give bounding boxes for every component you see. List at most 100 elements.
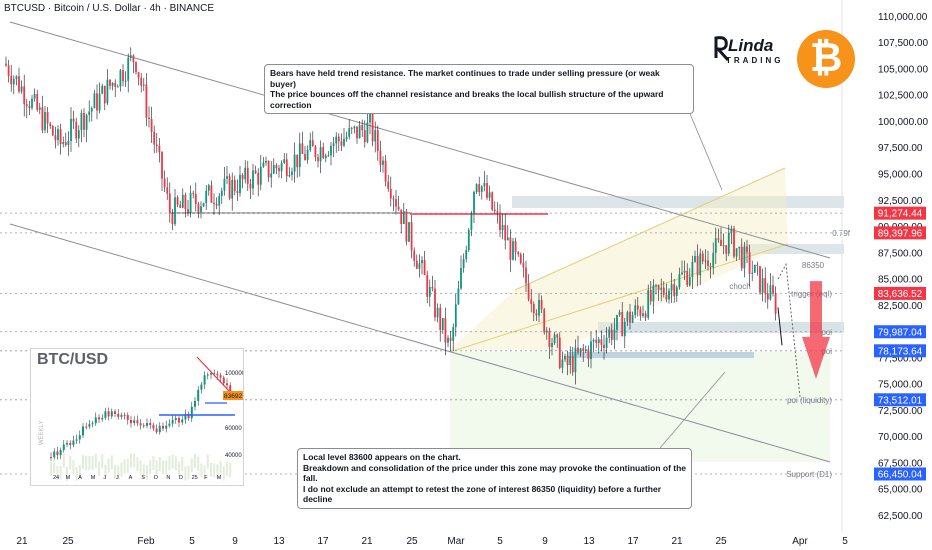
inset-candle-body bbox=[53, 451, 56, 458]
candle-body bbox=[714, 238, 717, 253]
candle-body bbox=[415, 260, 418, 269]
candle-body bbox=[340, 141, 343, 146]
candle-body bbox=[733, 228, 735, 257]
candle-body bbox=[470, 214, 473, 230]
inset-volume-bar bbox=[222, 466, 225, 481]
logo-brand-bottom: TRADING bbox=[726, 56, 784, 65]
inset-candle-body bbox=[229, 385, 232, 392]
inset-red-trend bbox=[196, 356, 232, 394]
inset-volume-bar bbox=[181, 456, 184, 471]
inset-candle-body bbox=[130, 419, 132, 424]
candle-body bbox=[213, 202, 215, 205]
candle-body bbox=[90, 108, 93, 112]
inset-volume-bar bbox=[126, 458, 129, 473]
correction-channel-bottom bbox=[449, 243, 789, 353]
candle-body bbox=[496, 211, 499, 213]
correction-channel-top bbox=[514, 167, 786, 291]
candle-body bbox=[431, 286, 434, 289]
candle-body bbox=[210, 185, 213, 203]
inset-volume-bar bbox=[158, 457, 161, 472]
inset-candle-body bbox=[171, 419, 174, 424]
bitcoin-coin-icon: ₿ bbox=[797, 30, 855, 88]
candle-body bbox=[72, 118, 75, 122]
candle-body bbox=[551, 343, 553, 348]
inset-volume-bar bbox=[120, 462, 123, 477]
candle-body bbox=[753, 264, 756, 273]
candle-body bbox=[96, 93, 98, 111]
inset-volume-bar bbox=[101, 454, 104, 469]
candle-body bbox=[44, 112, 46, 131]
callout-top-line-2: The price bounces off the channel resist… bbox=[270, 89, 664, 110]
price-tag-label: 79,987.04 bbox=[878, 327, 923, 338]
candle-body bbox=[473, 191, 475, 215]
callout-bottom-line-3: I do not exclude an attempt to retest th… bbox=[303, 483, 662, 505]
inset-volume-bar bbox=[142, 464, 145, 479]
candle-body bbox=[366, 122, 369, 143]
inset-candle-body bbox=[114, 411, 116, 414]
inset-candle-body bbox=[101, 417, 104, 420]
candle-body bbox=[77, 130, 80, 139]
inset-candle-body bbox=[110, 411, 113, 417]
candle-body bbox=[735, 248, 738, 257]
candle-body bbox=[558, 337, 561, 368]
candle-body bbox=[363, 130, 366, 143]
candle-body bbox=[556, 334, 559, 338]
candle-body bbox=[83, 112, 85, 130]
price-tag bbox=[874, 467, 926, 481]
candle-body bbox=[36, 93, 39, 110]
candle-body bbox=[25, 104, 28, 107]
y-tick-label: 102,500.00 bbox=[878, 91, 928, 102]
candle-body bbox=[28, 106, 31, 109]
y-tick-label: 107,500.00 bbox=[878, 38, 928, 49]
candle-body bbox=[70, 118, 72, 141]
level-label: 0.79f bbox=[832, 229, 851, 238]
candle-body bbox=[280, 162, 283, 172]
candle-body bbox=[192, 192, 195, 194]
inset-candle-body bbox=[197, 389, 200, 401]
inset-volume-bar bbox=[107, 458, 110, 473]
inset-candle-body bbox=[219, 375, 222, 378]
candle-body bbox=[31, 98, 33, 109]
candle-body bbox=[662, 287, 665, 295]
candle-body bbox=[135, 62, 137, 73]
inset-candle-body bbox=[62, 444, 65, 451]
candle-body bbox=[332, 143, 335, 146]
y-tick-label: 87,500.00 bbox=[878, 248, 923, 259]
poi-zone-upper bbox=[512, 196, 844, 208]
candle-body bbox=[306, 150, 309, 160]
candle-body bbox=[623, 321, 626, 337]
candle-body bbox=[288, 175, 291, 177]
x-tick-label: 13 bbox=[273, 536, 285, 547]
candle-body bbox=[512, 241, 514, 260]
candle-body bbox=[270, 173, 273, 178]
candle-body bbox=[376, 130, 379, 151]
candle-body bbox=[228, 176, 231, 199]
candle-body bbox=[392, 198, 395, 200]
candle-body bbox=[80, 112, 83, 131]
inset-candle-body bbox=[120, 414, 123, 417]
inset-x-label: S bbox=[141, 475, 145, 481]
projection-retest-path bbox=[777, 262, 801, 397]
candle-body bbox=[41, 107, 44, 131]
callout-bottom-line-1: Local level 83600 appears on the chart. bbox=[303, 452, 461, 462]
candle-body bbox=[233, 179, 236, 192]
candle-body bbox=[514, 241, 517, 253]
candle-body bbox=[766, 293, 769, 300]
price-tag bbox=[874, 325, 926, 339]
inset-candle-body bbox=[178, 417, 180, 423]
candle-body bbox=[122, 70, 124, 82]
inset-volume-bar bbox=[146, 465, 148, 480]
candle-body bbox=[194, 193, 197, 205]
candle-body bbox=[527, 283, 530, 300]
candle-body bbox=[720, 239, 722, 246]
candle-body bbox=[571, 356, 574, 373]
candle-body bbox=[259, 166, 262, 185]
candle-body bbox=[64, 142, 67, 145]
x-tick-label: 9 bbox=[542, 536, 548, 547]
x-tick-label: 17 bbox=[627, 536, 639, 547]
candle-body bbox=[324, 155, 327, 159]
candle-body bbox=[179, 204, 182, 208]
candle-body bbox=[322, 147, 325, 159]
inset-volume-bar bbox=[98, 461, 100, 476]
